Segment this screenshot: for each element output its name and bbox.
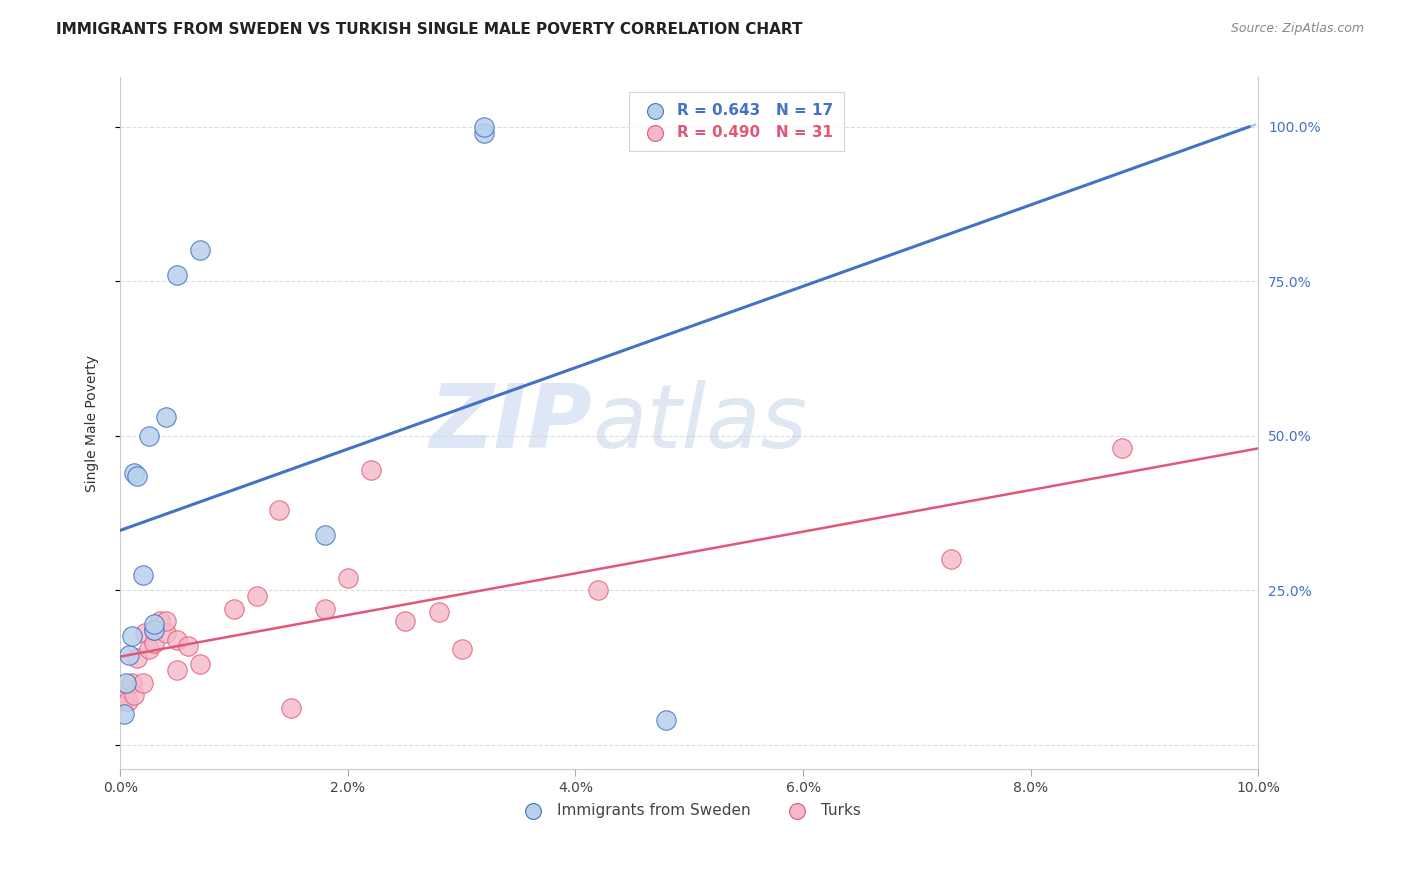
Point [149,614,172,628]
Point [188,244,211,258]
Point [138,641,160,656]
Y-axis label: Single Male Poverty: Single Male Poverty [86,355,100,491]
Point [314,601,336,615]
Point [112,694,135,708]
Point [246,590,269,604]
Point [122,688,145,702]
Point [134,626,156,640]
Point [472,126,495,140]
Text: ZIP: ZIP [430,380,592,467]
Point [143,617,166,632]
Text: atlas: atlas [592,380,807,467]
Point [155,614,177,628]
Point [114,675,136,690]
Point [222,601,245,615]
Point [132,675,155,690]
Point [118,648,141,662]
Text: Source: ZipAtlas.com: Source: ZipAtlas.com [1230,22,1364,36]
Point [132,567,155,582]
Point [112,706,135,721]
Point [336,571,359,585]
Point [472,120,495,134]
Point [122,466,145,480]
Point [427,605,450,619]
Point [280,700,302,714]
Point [166,632,188,647]
Point [394,614,416,628]
Point [127,468,149,483]
Point [121,630,143,644]
Point [655,713,678,727]
Legend: Immigrants from Sweden, Turks: Immigrants from Sweden, Turks [512,797,868,824]
Point [188,657,211,672]
Point [114,681,136,696]
Point [121,675,143,690]
Point [143,624,166,638]
Point [117,694,139,708]
Point [166,268,188,282]
Point [143,635,166,649]
Point [177,639,200,653]
Point [155,626,177,640]
Point [314,527,336,541]
Point [360,463,382,477]
Point [586,583,609,598]
Point [166,664,188,678]
Point [138,428,160,442]
Point [143,624,166,638]
Point [155,410,177,425]
Point [1111,441,1133,455]
Point [127,651,149,665]
Point [450,641,472,656]
Point [939,552,962,566]
Text: IMMIGRANTS FROM SWEDEN VS TURKISH SINGLE MALE POVERTY CORRELATION CHART: IMMIGRANTS FROM SWEDEN VS TURKISH SINGLE… [56,22,803,37]
Point [269,503,291,517]
